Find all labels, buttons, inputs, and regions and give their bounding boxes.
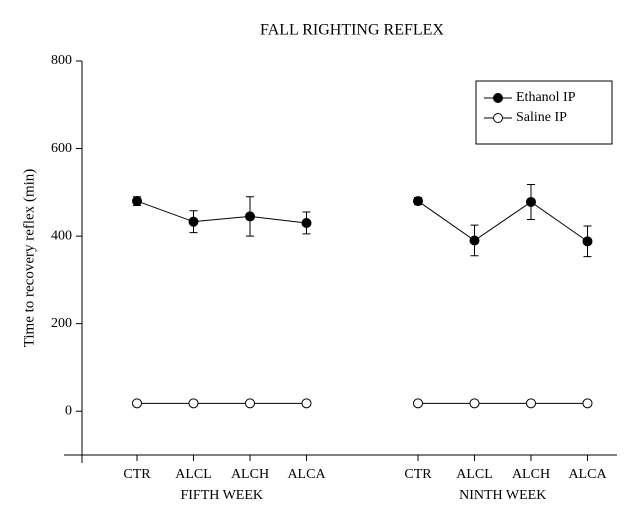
marker — [132, 196, 142, 207]
group-label: FIFTH WEEK — [180, 488, 263, 503]
legend-label: Ethanol IP — [516, 90, 576, 105]
marker — [188, 216, 199, 227]
marker — [469, 235, 480, 246]
legend-label: Saline IP — [516, 110, 567, 125]
legend-marker — [493, 113, 503, 123]
series-line — [417, 200, 588, 242]
group-label: NINTH WEEK — [459, 488, 546, 503]
legend-marker — [493, 93, 503, 103]
marker — [413, 196, 423, 207]
y-tick-label: 600 — [51, 141, 72, 156]
marker — [582, 236, 593, 247]
marker — [188, 398, 199, 409]
x-tick-label: ALCH — [512, 467, 550, 482]
marker — [526, 398, 536, 409]
marker — [582, 398, 593, 409]
y-tick-label: 400 — [51, 228, 72, 243]
y-tick-label: 0 — [65, 403, 72, 418]
marker — [301, 398, 312, 409]
x-tick-label: ALCL — [456, 467, 493, 482]
legend-box — [475, 80, 613, 145]
x-tick-label: CTR — [404, 467, 432, 482]
x-tick-label: CTR — [123, 467, 151, 482]
y-tick-label: 800 — [51, 53, 72, 68]
x-tick-label: ALCA — [287, 467, 326, 482]
y-axis-label: Time to recovery reflex (min) — [21, 169, 37, 348]
x-tick-label: ALCA — [568, 467, 607, 482]
chart-title: FALL RIGHTING REFLEX — [260, 22, 444, 39]
marker — [301, 217, 312, 228]
marker — [469, 398, 480, 409]
marker — [245, 398, 255, 409]
y-tick-label: 200 — [51, 316, 72, 331]
x-tick-label: ALCH — [231, 467, 269, 482]
series-line — [136, 200, 307, 224]
marker — [526, 196, 536, 207]
x-tick-label: ALCL — [175, 467, 212, 482]
marker — [413, 398, 423, 409]
marker — [132, 398, 142, 409]
marker — [245, 211, 255, 222]
